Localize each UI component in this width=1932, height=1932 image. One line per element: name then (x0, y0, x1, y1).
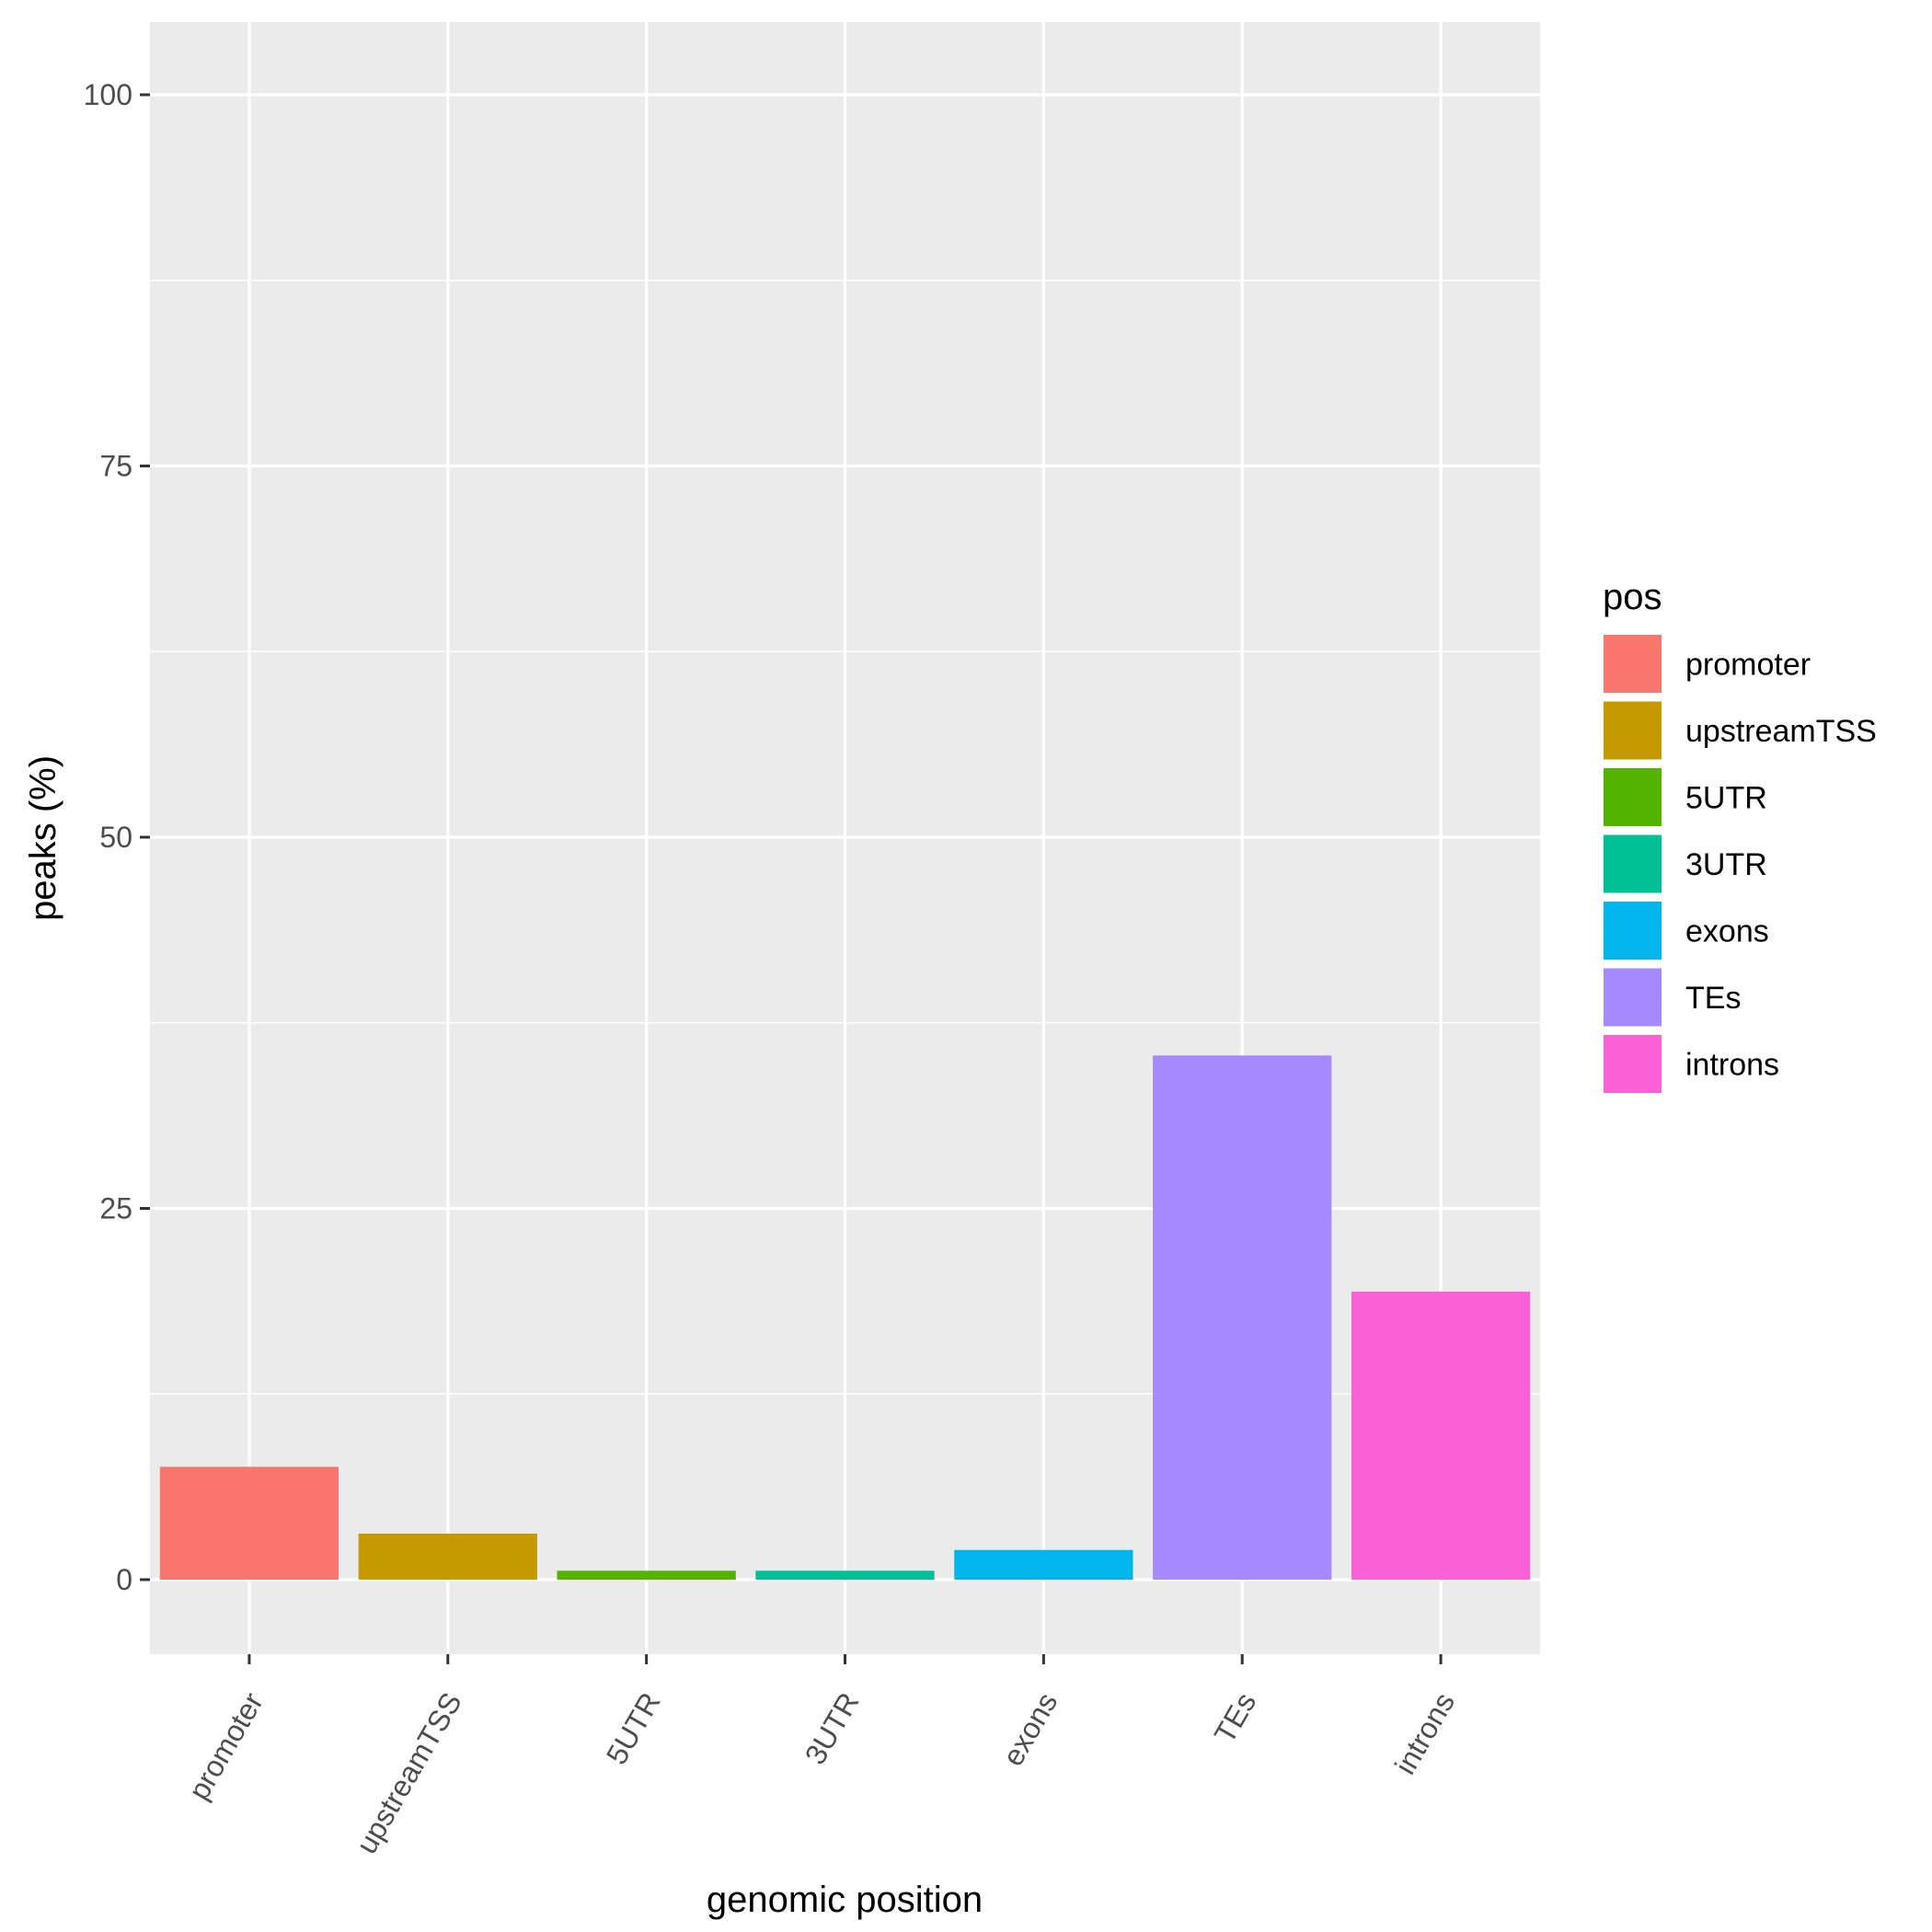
legend-key-upstreamTSS (1602, 699, 1663, 762)
bar-introns (1351, 1291, 1531, 1580)
x-tick-label: promoter (182, 1686, 270, 1805)
bar-promoter (159, 1466, 339, 1580)
y-tick-label: 0 (116, 1563, 132, 1596)
legend-label: introns (1685, 1048, 1779, 1083)
y-axis: 0 25 50 75 100 (84, 78, 150, 1596)
bar-exons (954, 1549, 1133, 1580)
major-gridlines (150, 22, 1540, 1654)
legend-label: TEs (1685, 981, 1741, 1016)
legend: pos promoter upstreamTSS 5UTR 3UTR exons TEs i… (1602, 577, 1877, 1095)
legend-key-3UTR (1602, 833, 1663, 895)
legend-key-exons (1602, 900, 1663, 961)
x-axis-title: genomic position (707, 1880, 983, 1920)
legend-label: exons (1685, 914, 1769, 949)
x-tick-label: 5UTR (600, 1687, 667, 1770)
x-tick-label: 3UTR (799, 1687, 866, 1770)
legend-key-5UTR (1602, 766, 1663, 828)
y-tick-label: 25 (99, 1192, 132, 1225)
x-tick-label: introns (1388, 1687, 1461, 1780)
legend-key-introns (1602, 1033, 1663, 1095)
x-tick-label: exons (996, 1687, 1064, 1772)
legend-label: upstreamTSS (1685, 714, 1877, 749)
bar-upstreamTSS (358, 1533, 537, 1580)
y-axis-title: peaks (%) (23, 755, 63, 921)
x-tick-label: upstreamTSS (350, 1687, 468, 1859)
bars (159, 1055, 1531, 1580)
legend-label: 3UTR (1685, 847, 1767, 882)
legend-key-promoter (1602, 633, 1663, 695)
legend-title: pos (1603, 577, 1662, 617)
x-axis: promoter upstreamTSS 5UTR 3UTR exons TEs intro… (182, 1654, 1461, 1859)
y-tick-label: 100 (84, 78, 132, 111)
legend-label: promoter (1685, 648, 1811, 683)
y-tick-label: 75 (99, 450, 132, 483)
legend-label: 5UTR (1685, 781, 1767, 816)
bar-3UTR (755, 1570, 935, 1580)
x-tick-label: TEs (1208, 1687, 1263, 1749)
legend-key-TEs (1602, 966, 1663, 1029)
y-tick-label: 50 (99, 821, 132, 854)
bar-TEs (1153, 1055, 1332, 1580)
bar-5UTR (557, 1570, 736, 1580)
